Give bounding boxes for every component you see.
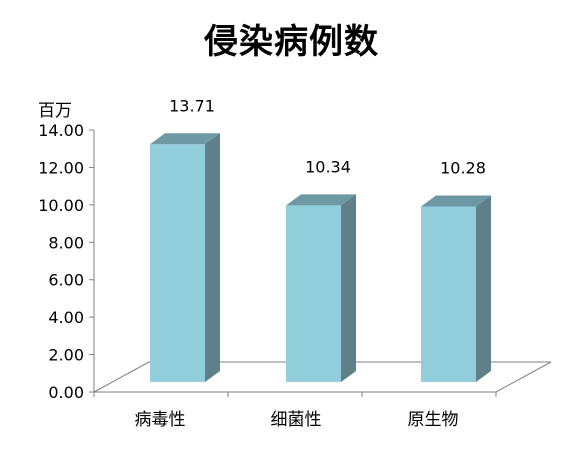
y-tick-label: 14.00 — [38, 121, 84, 140]
y-axis-unit-label: 百万 — [38, 101, 72, 121]
bar-side — [205, 133, 220, 382]
data-label: 10.28 — [440, 158, 486, 177]
bar-front — [286, 205, 341, 382]
bar-side — [341, 194, 356, 382]
data-label: 13.71 — [169, 96, 215, 115]
y-tick-label: 12.00 — [38, 158, 84, 177]
y-tick-label: 4.00 — [48, 308, 84, 327]
y-tick-label: 8.00 — [48, 233, 84, 252]
y-tick-label: 0.00 — [48, 383, 84, 402]
y-tick-label: 6.00 — [48, 271, 84, 290]
bar-front — [150, 144, 205, 382]
x-category-label: 原生物 — [408, 410, 459, 430]
bar-top — [286, 194, 356, 206]
bar-top — [150, 133, 220, 145]
chart-title: 侵染病例数 — [204, 22, 379, 62]
bar-top — [421, 195, 491, 207]
bar-front — [421, 206, 476, 382]
x-category-label: 细菌性 — [271, 410, 322, 430]
data-label: 10.34 — [305, 157, 351, 176]
bar-side — [476, 195, 491, 382]
x-category-label: 病毒性 — [135, 410, 186, 430]
y-tick-label: 2.00 — [48, 346, 84, 365]
y-tick-label: 10.00 — [38, 196, 84, 215]
